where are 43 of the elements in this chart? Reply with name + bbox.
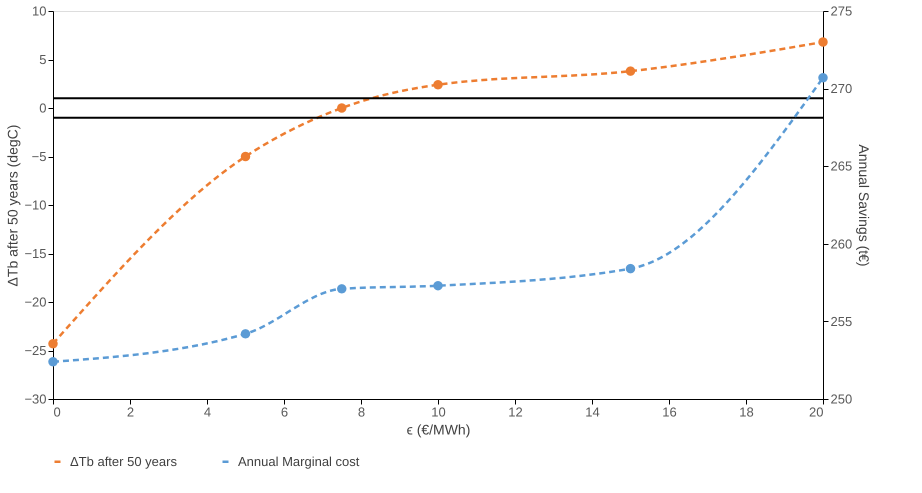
y-tick-label: −15 — [24, 246, 46, 261]
point — [818, 73, 828, 82]
y2-tick-label: 275 — [830, 4, 852, 18]
y2-tick-label: 255 — [830, 314, 852, 329]
x-axis-title: ϵ (€/MWh) — [406, 422, 470, 438]
point — [240, 152, 250, 162]
x-tick-label: 6 — [280, 404, 288, 420]
legend-label: Annual Marginal cost — [238, 454, 360, 469]
point — [48, 357, 58, 366]
y-tick-label: 0 — [39, 100, 46, 116]
point — [818, 37, 828, 47]
x-tick-label: 0 — [54, 404, 61, 420]
y-tick-label: −25 — [24, 343, 46, 358]
x-tick-label: 14 — [585, 404, 600, 420]
x-tick-label: 10 — [431, 404, 446, 420]
y2-tick-label: 260 — [830, 236, 852, 252]
y-tick-label: −5 — [32, 149, 46, 164]
point — [626, 66, 636, 76]
y-axis-title: ΔTb after 50 years (degC) — [4, 124, 20, 286]
x-tick-label: 12 — [508, 404, 523, 420]
point — [337, 284, 346, 294]
x-tick-label: 2 — [126, 404, 134, 420]
y2-tick-label: 265 — [830, 158, 852, 174]
point — [433, 280, 443, 290]
point — [337, 103, 346, 113]
x-tick-label: 20 — [809, 404, 824, 420]
legend-label: ΔTb after 50 years — [70, 454, 178, 469]
y-tick-label: −10 — [24, 198, 46, 212]
y2-axis-title: Annual Savings (t€) — [856, 144, 872, 267]
point — [240, 329, 250, 339]
y-tick-label: 10 — [32, 4, 46, 18]
point — [626, 264, 636, 274]
y-tick-label: −20 — [24, 294, 46, 310]
y2-tick-label: 270 — [830, 81, 852, 96]
x-tick-label: 4 — [204, 404, 212, 420]
y-tick-label: −30 — [24, 392, 46, 406]
point — [433, 80, 443, 90]
point — [48, 338, 58, 348]
x-tick-label: 18 — [739, 404, 754, 420]
y-tick-label: 5 — [39, 52, 46, 67]
x-tick-label: 8 — [358, 404, 366, 420]
y2-tick-label: 250 — [830, 392, 852, 406]
x-tick-label: 16 — [662, 404, 677, 420]
